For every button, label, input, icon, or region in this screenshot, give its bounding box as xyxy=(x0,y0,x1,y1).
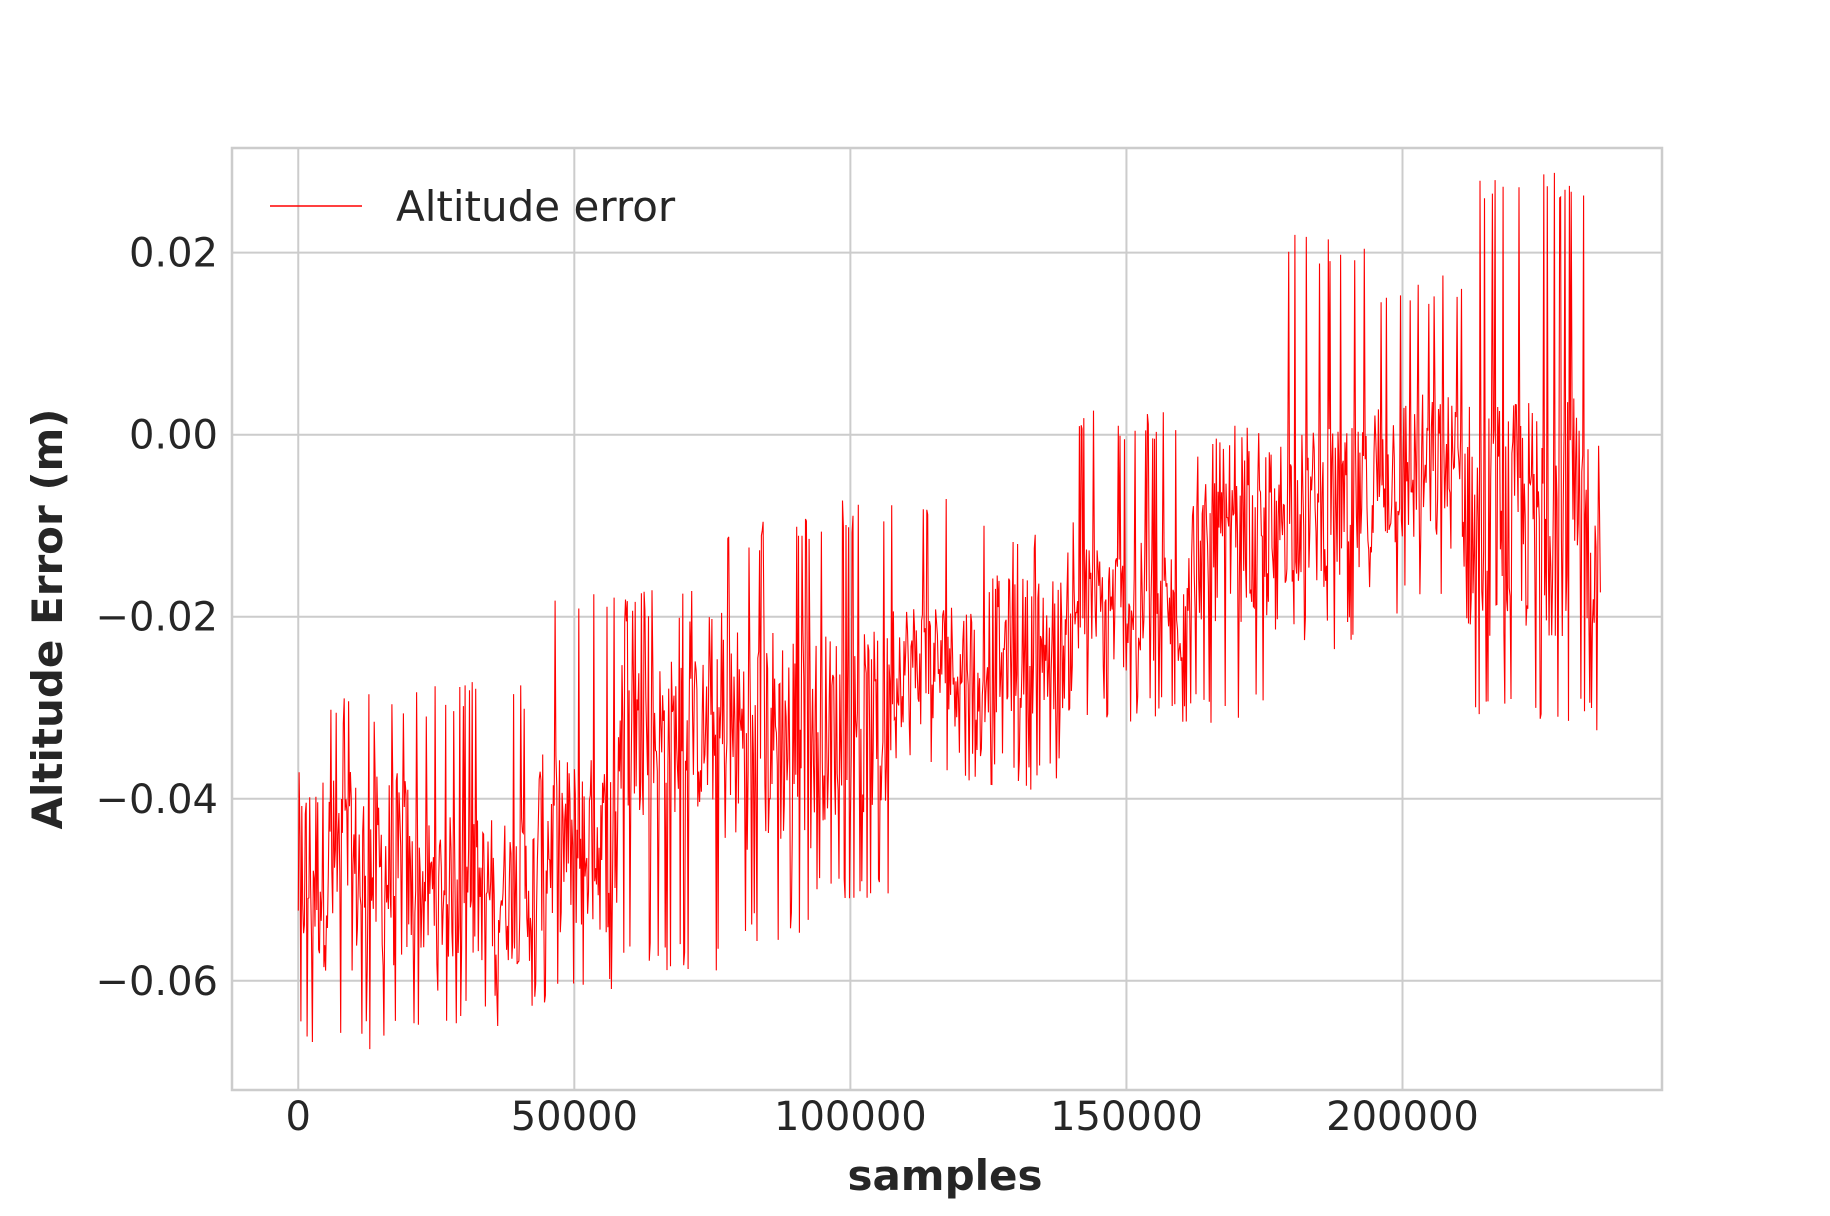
x-tick-labels: 0 50000 100000 150000 200000 xyxy=(286,1094,1479,1140)
x-tick-label: 150000 xyxy=(1050,1094,1203,1140)
y-tick-label: −0.06 xyxy=(95,959,218,1005)
plot-frame xyxy=(230,146,1664,1092)
legend-label-altitude-error: Altitude error xyxy=(396,182,676,231)
grid-lines xyxy=(232,148,1662,1090)
y-tick-label: 0.02 xyxy=(129,231,218,277)
legend: Altitude error xyxy=(270,182,676,231)
y-tick-labels: −0.06 −0.04 −0.02 0.00 0.02 xyxy=(95,231,218,1005)
x-tick-label: 200000 xyxy=(1326,1094,1479,1140)
y-tick-label: 0.00 xyxy=(129,413,218,459)
y-axis-label: Altitude Error (m) xyxy=(23,409,72,830)
x-tick-label: 50000 xyxy=(511,1094,638,1140)
y-tick-label: −0.04 xyxy=(95,777,218,823)
altitude-error-line xyxy=(297,172,1601,1050)
series-layer xyxy=(297,172,1601,1050)
x-tick-label: 0 xyxy=(286,1094,311,1140)
x-axis-label: samples xyxy=(847,1151,1042,1200)
y-tick-label: −0.02 xyxy=(95,595,218,641)
x-tick-label: 100000 xyxy=(774,1094,927,1140)
